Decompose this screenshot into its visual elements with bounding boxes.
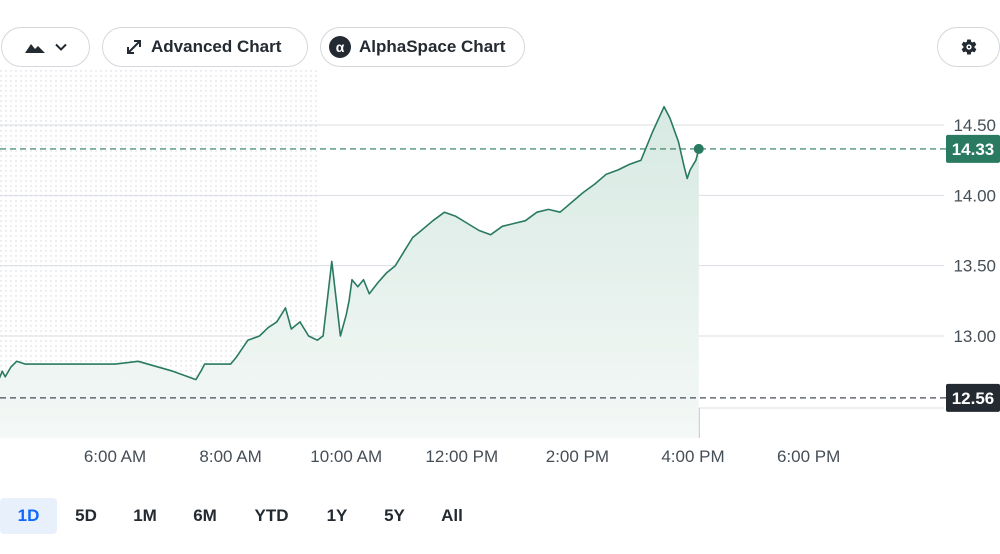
alphaspace-logo-icon: α	[329, 36, 351, 58]
advanced-chart-button[interactable]: Advanced Chart	[102, 27, 308, 67]
x-tick-label: 10:00 AM	[310, 447, 382, 466]
price-chart[interactable]: 13.00 13.50 14.00 14.50 6:00 AM 8:00 AM 10:00…	[0, 70, 1000, 470]
chevron-down-icon	[54, 43, 67, 51]
y-tick-label: 14.00	[953, 186, 996, 205]
range-tab-1m[interactable]: 1M	[133, 506, 157, 525]
range-tab-5y[interactable]: 5Y	[384, 506, 405, 525]
range-tab-all[interactable]: All	[441, 506, 463, 525]
chart-type-button[interactable]	[1, 27, 90, 67]
x-tick-label: 4:00 PM	[661, 447, 724, 466]
y-tick-label: 14.50	[953, 116, 996, 135]
gear-icon	[961, 39, 976, 55]
last-price-dot	[693, 143, 704, 154]
volume-bar	[698, 408, 700, 438]
advanced-chart-label: Advanced Chart	[151, 37, 282, 56]
y-tick-label: 13.50	[953, 257, 996, 276]
range-tab-5d[interactable]: 5D	[75, 506, 97, 525]
range-selector: 1D 5D 1M 6M YTD 1Y 5Y All	[0, 498, 481, 534]
x-tick-label: 2:00 PM	[546, 447, 609, 466]
settings-button[interactable]	[937, 27, 1000, 67]
range-tab-1d[interactable]: 1D	[0, 498, 57, 534]
x-tick-label: 6:00 PM	[777, 447, 840, 466]
mountain-icon	[24, 44, 45, 53]
previous-close-tag: 12.56	[946, 383, 1000, 412]
price-area	[0, 106, 699, 438]
price-line	[0, 105, 700, 381]
x-tick-label: 6:00 AM	[84, 447, 146, 466]
expand-icon	[127, 40, 141, 54]
alphaspace-chart-label: AlphaSpace Chart	[359, 37, 506, 56]
alphaspace-chart-button[interactable]: α AlphaSpace Chart	[320, 27, 525, 67]
current-price-label: 14.33	[952, 140, 995, 159]
y-tick-label: 13.00	[953, 327, 996, 346]
current-price-tag: 14.33	[946, 134, 1000, 163]
range-tab-1y[interactable]: 1Y	[326, 506, 348, 525]
x-tick-label: 8:00 AM	[199, 447, 261, 466]
x-tick-label: 12:00 PM	[425, 447, 498, 466]
previous-close-label: 12.56	[952, 389, 995, 408]
range-tab-ytd[interactable]: YTD	[254, 506, 289, 525]
range-tab-6m[interactable]: 6M	[193, 506, 217, 525]
